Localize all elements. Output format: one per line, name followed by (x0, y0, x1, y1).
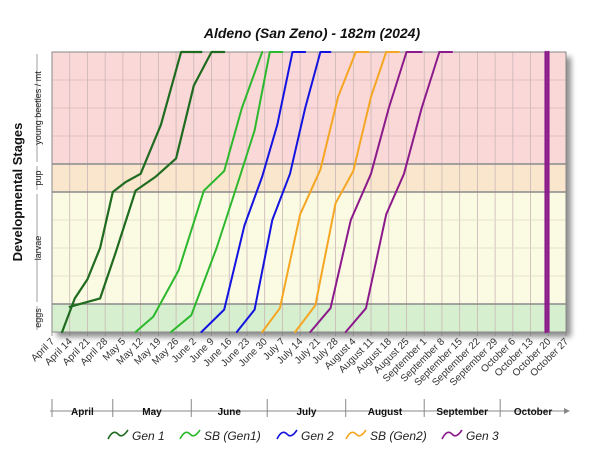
series-line-9 (344, 51, 454, 333)
plot-border (51, 51, 567, 333)
month-label: July (296, 407, 316, 418)
series-line-6 (261, 51, 370, 333)
stage-labels: eggs larvae pup young beetles / mt (33, 54, 43, 330)
legend-swatch (276, 429, 298, 440)
legend-label: SB (Gen1) (204, 429, 261, 443)
legend-label: SB (Gen2) (370, 429, 427, 443)
month-label: October (514, 407, 552, 418)
series-line-8 (309, 51, 423, 333)
y-axis-label: Developmental Stages (10, 123, 25, 262)
legend-label: Gen 3 (466, 429, 499, 443)
series-line-4 (200, 51, 307, 333)
legend-swatch (441, 429, 463, 440)
legend-label: Gen 2 (301, 429, 334, 443)
month-label: August (368, 407, 403, 418)
series-line-1 (68, 50, 226, 308)
month-label: September (436, 407, 488, 418)
month-label: April (71, 407, 94, 418)
stage-label-1: larvae (33, 236, 43, 261)
stage-label-3: young beetles / mt (33, 71, 43, 145)
legend-swatch (179, 429, 201, 440)
stage-label-2: pup (33, 170, 43, 185)
month-axis-arrow (564, 408, 570, 414)
series-line-2 (134, 51, 264, 333)
legend-swatch (345, 429, 367, 440)
month-axis: April May June July August September October (50, 399, 570, 418)
series-line-5 (235, 51, 332, 333)
month-label: June (218, 407, 242, 418)
series-line-3 (170, 51, 284, 333)
stage-band-2 (52, 164, 566, 192)
legend-label: Gen 1 (132, 429, 165, 443)
series-line-7 (294, 51, 400, 333)
legend-swatch (107, 429, 129, 440)
stage-dividers (51, 51, 567, 333)
stage-label-0: eggs (33, 308, 43, 328)
month-label: May (142, 407, 162, 418)
series-lines (60, 50, 550, 334)
legend: Gen 1 SB (Gen1) Gen 2 SB (Gen2) Gen 3 (107, 429, 499, 443)
series-line-0 (60, 50, 203, 334)
chart-title: Aldeno (San Zeno) - 182m (2024) (203, 25, 421, 41)
stage-band-0 (52, 304, 566, 332)
